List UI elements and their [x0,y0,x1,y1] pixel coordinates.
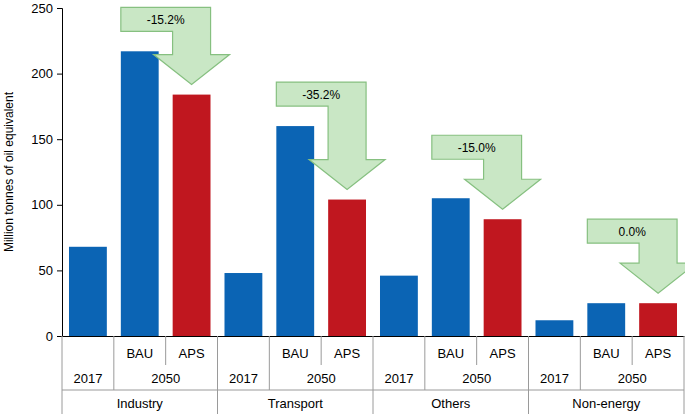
bar [173,95,211,336]
tick: APS [645,346,671,361]
separator [373,336,374,414]
period-label: 2017 [384,371,413,386]
period-label: 2017 [73,371,102,386]
bar [69,247,107,336]
arrow [432,135,541,209]
category-table [62,336,684,414]
period-label: 2050 [618,371,647,386]
sector-label: Industry [117,396,164,411]
tick-mark [57,8,62,9]
axis-title: Million tonnes of oil equivalent [2,91,16,252]
tick-label: APS [334,346,360,361]
tick: 100 [31,197,62,212]
tick: BAU [126,346,153,361]
tick-label: BAU [437,346,464,361]
bar [639,303,677,336]
annotation: -35.2% [302,88,340,102]
separator [632,336,633,365]
arrow [587,219,685,293]
annotations: -15.2% -35.2% -15.0% 0.0% [121,7,685,293]
period-label: 2050 [462,371,491,386]
tick-label: BAU [126,346,153,361]
separator [424,336,425,390]
annotation: 0.0% [619,225,647,239]
separator [165,336,166,365]
bar [121,51,159,336]
tick-label: 150 [31,132,53,147]
y-axis: 0 50 100 150 200 250 [31,1,62,344]
annotation: -15.2% [147,13,185,27]
arrow [276,82,385,189]
tick: 150 [31,132,62,147]
bar [484,219,522,336]
separator [580,336,581,390]
separator [528,336,529,414]
bars [69,51,677,336]
tick-label: BAU [282,346,309,361]
tick-label: 250 [31,1,53,16]
tick-mark [57,74,62,75]
period-label: 2050 [307,371,336,386]
period-label: 2050 [151,371,180,386]
separator [217,336,218,414]
tick: APS [334,346,360,361]
separator [269,336,270,390]
separator [684,336,685,414]
annotation: -15.0% [458,141,496,155]
sector-label: Others [431,396,471,411]
separator [321,336,322,365]
tick-label: APS [179,346,205,361]
bar [380,276,418,336]
tick-mark [57,270,62,271]
tick-mark [57,336,62,337]
bar [432,198,470,336]
tick-label: 0 [46,329,53,344]
tick: APS [179,346,205,361]
tick-label: 200 [31,66,53,81]
separator [476,336,477,365]
tick-mark [57,205,62,206]
bar [328,200,366,336]
tick: 0 [46,329,62,344]
period-label: 2017 [229,371,258,386]
bar [535,320,573,336]
tick-label: BAU [593,346,620,361]
separator [62,336,63,414]
bar [224,273,262,336]
sector-label: Non-energy [572,396,640,411]
tick-label: 50 [39,263,53,278]
tick: 250 [31,1,62,16]
separator [113,336,114,390]
sector-label: Transport [268,396,324,411]
tick-label: APS [490,346,516,361]
separator [62,390,684,391]
tick: BAU [282,346,309,361]
tick-mark [57,139,62,140]
bar [587,303,625,336]
tick: APS [490,346,516,361]
bar [276,126,314,336]
tick: 200 [31,66,62,81]
arrow [121,7,230,84]
tick-label: APS [645,346,671,361]
period-label: 2017 [540,371,569,386]
tick: BAU [593,346,620,361]
tick: BAU [437,346,464,361]
tick-label: 100 [31,197,53,212]
y-axis-line [57,9,63,337]
tick: 50 [39,263,62,278]
